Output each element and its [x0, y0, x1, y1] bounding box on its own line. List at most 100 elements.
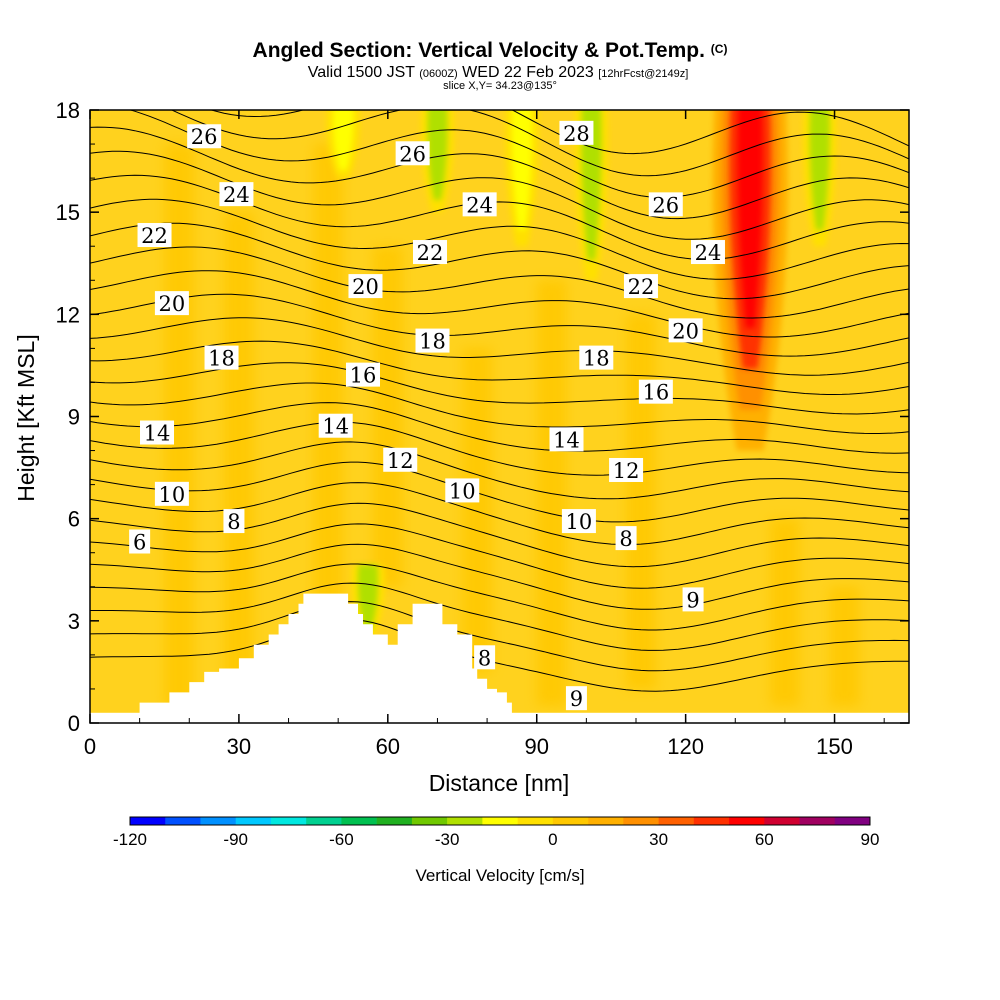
contour-label-text: 22: [628, 275, 655, 299]
contour-label: 26: [395, 141, 430, 166]
y-axis-label: Height [Kft MSL]: [13, 334, 39, 501]
colorbar-tick-label: -120: [113, 830, 147, 849]
colorbar-swatch: [376, 817, 413, 825]
colorbar-swatch: [447, 817, 483, 825]
y-tick-label: 18: [56, 98, 80, 123]
colorbar-swatch: [729, 817, 765, 825]
velocity-band: [372, 246, 403, 587]
contour-label-bg: [559, 120, 594, 145]
contour-label-text: 14: [322, 415, 349, 439]
contour-label-text: 16: [642, 381, 669, 405]
contour-label: 9: [565, 686, 587, 711]
theta-contour-line: [90, 563, 909, 631]
theta-contour-line: [90, 270, 909, 338]
contour-label-bg: [474, 645, 496, 670]
contour-label-bg: [638, 379, 673, 404]
theta-contour-line: [90, 246, 909, 319]
contour-label-text: 10: [449, 479, 476, 503]
contour-label: 6: [129, 529, 151, 555]
contour-label-bg: [690, 240, 725, 265]
contour-label: 14: [318, 413, 353, 439]
y-tick-label: 3: [68, 609, 80, 634]
colorbar-swatch: [200, 817, 237, 825]
colorbar-swatch: [341, 817, 377, 825]
colorbar-swatch: [306, 817, 342, 825]
x-axis-label: Distance [nm]: [429, 770, 570, 796]
contour-label-text: 22: [417, 241, 444, 265]
contour-label-bg: [668, 318, 703, 343]
contour-label: 20: [668, 318, 703, 343]
x-axis: 0 30 60 90 120 150: [84, 110, 885, 759]
contour-label-bg: [346, 362, 380, 387]
colorbar-tick-label: -90: [223, 830, 248, 849]
theta-contour-line: [90, 441, 909, 500]
velocity-field: [164, 110, 860, 706]
theta-contour-line: [90, 126, 909, 220]
contour-label-text: 28: [563, 122, 590, 146]
contour-label: 22: [137, 223, 172, 248]
chart-title: Angled Section: Vertical Velocity & Pot.…: [253, 39, 728, 62]
colorbar: -120 -90 -60 -30 0 30 60 90: [113, 816, 880, 849]
contour-label-bg: [648, 192, 683, 217]
contour-label-bg: [154, 481, 189, 506]
contour-label-bg: [415, 328, 450, 353]
contour-label: 14: [140, 420, 175, 446]
y-tick-label: 9: [68, 405, 80, 430]
contour-label-text: 8: [619, 527, 632, 551]
contour-label-bg: [318, 413, 353, 438]
contour-label: 9: [682, 587, 704, 612]
x-tick-label: 0: [84, 734, 96, 759]
contour-label-text: 18: [419, 330, 446, 354]
contour-label-bg: [445, 478, 480, 503]
contour-label-text: 26: [652, 193, 679, 217]
contour-label-text: 12: [613, 459, 640, 483]
downdraft-region: [505, 110, 539, 247]
theta-contour-line: [90, 421, 909, 476]
colorbar-swatch: [235, 817, 272, 825]
colorbar-tick-label: 90: [861, 830, 880, 849]
contour-label-text: 9: [570, 687, 583, 711]
contour-label-text: 14: [144, 422, 171, 446]
contour-label: 20: [348, 274, 383, 299]
theta-contour-line: [90, 461, 909, 523]
contour-label-bg: [204, 345, 239, 370]
colorbar-swatch: [588, 817, 624, 825]
ground-strip: [90, 712, 909, 723]
colorbar-swatch: [799, 817, 836, 825]
contour-label: 16: [638, 379, 673, 405]
contour-label-text: 6: [133, 531, 146, 555]
colorbar-swatch: [552, 817, 589, 825]
theta-contour-line: [128, 110, 909, 198]
x-tick-label: 30: [227, 734, 251, 759]
contour-label-text: 18: [583, 347, 610, 371]
velocity-band: [224, 212, 254, 689]
contour-label: 22: [623, 274, 658, 299]
theta-contour-line: [90, 382, 909, 434]
colorbar-swatch: [165, 817, 201, 825]
contour-label-text: 26: [399, 142, 426, 166]
colorbar-swatch: [623, 817, 659, 825]
theta-contours: [90, 110, 909, 692]
contour-label-bg: [462, 192, 497, 217]
velocity-band: [313, 144, 344, 655]
contour-label-bg: [187, 124, 222, 149]
contour-label-text: 10: [159, 483, 186, 507]
y-tick-label: 12: [56, 302, 80, 327]
theta-contour-line: [90, 150, 909, 240]
colorbar-swatch: [517, 817, 554, 825]
contour-label: 26: [648, 192, 683, 217]
contour-label: 8: [615, 526, 637, 551]
x-tick-label: 60: [376, 734, 400, 759]
colorbar-tick-label: 30: [649, 830, 668, 849]
contour-label: 12: [609, 457, 644, 483]
contour-label: 24: [690, 240, 725, 265]
velocity-contour-fill: [581, 110, 602, 260]
theta-contour-line: [90, 619, 909, 692]
contour-label-text: 14: [553, 428, 580, 452]
contour-label-bg: [129, 529, 151, 554]
theta-contour-line: [90, 198, 909, 280]
contour-label-text: 20: [672, 319, 699, 343]
contour-label-text: 8: [227, 510, 240, 534]
colorbar-tick-label: -60: [329, 830, 354, 849]
velocity-contour-fill: [809, 110, 830, 230]
